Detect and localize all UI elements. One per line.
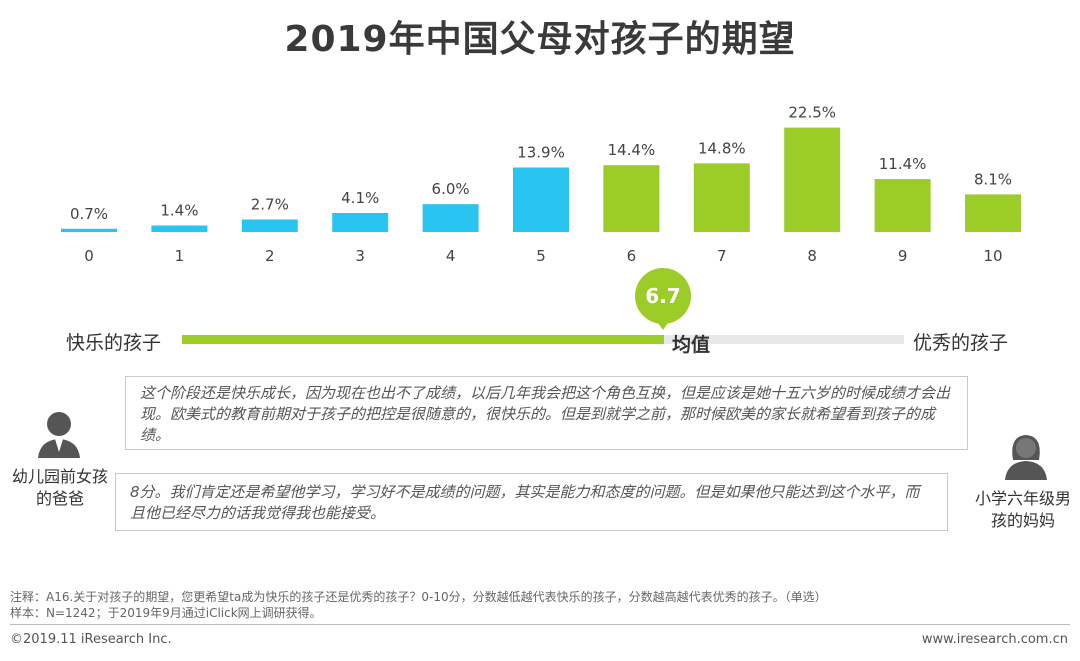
- value-label-1: 1.4%: [160, 202, 198, 220]
- page-title: 2019年中国父母对孩子的期望: [284, 19, 796, 60]
- bar-1: [151, 225, 208, 232]
- value-label-0: 0.7%: [70, 205, 108, 223]
- bar-7: [693, 163, 750, 232]
- value-label-6: 14.4%: [608, 141, 656, 159]
- scale-right-label: 优秀的孩子: [913, 332, 1009, 354]
- quote-father-text: 这个阶段还是快乐成长，因为现在也出不了成绩，以后几年我会把这个角色互换，但是应该…: [140, 384, 951, 444]
- category-label-6: 6: [627, 247, 637, 265]
- bar-3: [332, 212, 389, 232]
- bar-9: [874, 179, 931, 232]
- scale-left-label: 快乐的孩子: [66, 332, 162, 354]
- bar-6: [603, 165, 660, 232]
- category-label-2: 2: [265, 247, 275, 265]
- sample-text: 样本：N=1242；于2019年9月通过iClick网上调研获得。: [10, 606, 322, 620]
- category-label-10: 10: [983, 247, 1002, 265]
- value-label-5: 13.9%: [517, 144, 565, 162]
- quote-mother-text: 8分。我们肯定还是希望他学习，学习好不是成绩的问题，其实是能力和态度的问题。但是…: [130, 483, 920, 522]
- footer-website: www.iresearch.com.cn: [921, 632, 1068, 647]
- note-text: 注释：A16.关于对孩子的期望，您更希望ta成为快乐的孩子还是优秀的孩子？0-1…: [10, 590, 827, 604]
- mean-label: 均值: [672, 334, 711, 356]
- category-label-0: 0: [84, 247, 94, 265]
- bar-4: [422, 204, 479, 232]
- category-label-9: 9: [898, 247, 908, 265]
- mean-marker-pointer: [653, 316, 673, 330]
- value-label-3: 4.1%: [341, 189, 379, 207]
- scale-track-empty: [664, 335, 904, 344]
- quote-father: 这个阶段还是快乐成长，因为现在也出不了成绩，以后几年我会把这个角色互换，但是应该…: [125, 376, 968, 450]
- value-label-7: 14.8%: [698, 139, 746, 157]
- bar-2: [241, 219, 298, 232]
- mother-label: 小学六年级男孩的妈妈: [975, 489, 1072, 530]
- category-label-1: 1: [175, 247, 185, 265]
- bar-5: [513, 167, 569, 232]
- quote-mother: 8分。我们肯定还是希望他学习，学习好不是成绩的问题，其实是能力和态度的问题。但是…: [115, 473, 948, 531]
- bar-8: [784, 127, 841, 232]
- category-label-8: 8: [807, 247, 817, 265]
- category-label-4: 4: [446, 247, 456, 265]
- scale-track-filled: [182, 335, 664, 344]
- father-avatar-icon: [38, 412, 80, 458]
- category-label-5: 5: [536, 247, 546, 265]
- mean-marker: 6.7: [635, 268, 691, 324]
- footer-divider: [10, 624, 1070, 625]
- bar-0: [61, 228, 117, 232]
- value-label-8: 22.5%: [788, 104, 836, 122]
- father-label: 幼儿园前女孩的爸爸: [12, 467, 109, 508]
- footer-copyright: ©2019.11 iResearch Inc.: [10, 632, 172, 647]
- bar-10: [965, 194, 1021, 232]
- value-label-2: 2.7%: [251, 195, 289, 213]
- bar-chart: 0.7% 0 1.4% 1 2.7% 2 4.1% 3 6.0% 4 13.9% 5 14.4% 6 14.…: [61, 104, 1021, 265]
- value-label-10: 8.1%: [974, 170, 1012, 188]
- category-label-3: 3: [355, 247, 365, 265]
- mother-avatar-icon: [1005, 435, 1047, 480]
- category-label-7: 7: [717, 247, 727, 265]
- value-label-4: 6.0%: [432, 180, 470, 198]
- value-label-9: 11.4%: [879, 155, 927, 173]
